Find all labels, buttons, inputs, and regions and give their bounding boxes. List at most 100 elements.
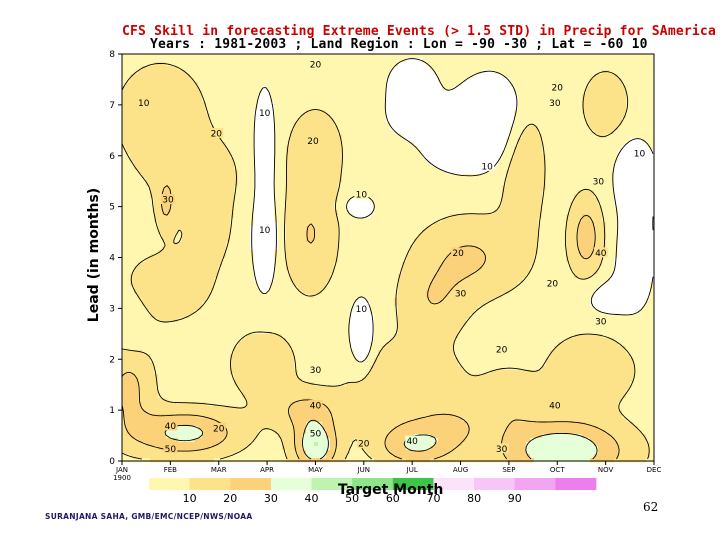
field-cell: [290, 198, 295, 203]
field-cell: [270, 238, 275, 243]
field-cell: [242, 346, 247, 351]
field-cell: [274, 162, 279, 167]
field-cell: [246, 326, 251, 331]
field-cell: [130, 458, 135, 463]
field-cell: [246, 198, 251, 203]
field-cell: [142, 182, 147, 187]
field-cell: [246, 134, 251, 139]
field-cell: [206, 94, 211, 99]
field-cell: [122, 78, 127, 83]
field-cell: [126, 126, 131, 131]
field-cell: [258, 398, 263, 403]
field-cell: [270, 310, 275, 315]
field-cell: [166, 58, 171, 63]
field-cell: [306, 186, 311, 191]
field-cell: [162, 138, 167, 143]
field-cell: [230, 186, 235, 191]
field-cell: [254, 266, 259, 271]
field-cell: [198, 62, 203, 67]
field-cell: [126, 90, 131, 95]
field-cell: [302, 306, 307, 311]
field-cell: [254, 86, 259, 91]
field-cell: [198, 158, 203, 163]
field-cell: [214, 318, 219, 323]
field-cell: [170, 358, 175, 363]
field-cell: [226, 130, 231, 135]
field-cell: [182, 138, 187, 143]
field-cell: [266, 454, 271, 459]
field-cell: [218, 222, 223, 227]
field-cell: [174, 370, 179, 375]
field-cell: [222, 354, 227, 359]
field-cell: [158, 218, 163, 223]
field-cell: [198, 386, 203, 391]
field-cell: [274, 186, 279, 191]
field-cell: [194, 362, 199, 367]
field-cell: [278, 354, 283, 359]
field-cell: [218, 138, 223, 143]
field-cell: [178, 114, 183, 119]
field-cell: [130, 378, 135, 383]
field-cell: [282, 158, 287, 163]
field-cell: [194, 162, 199, 167]
field-cell: [174, 282, 179, 287]
field-cell: [130, 98, 135, 103]
field-cell: [238, 278, 243, 283]
field-cell: [266, 306, 271, 311]
field-cell: [186, 110, 191, 115]
field-cell: [274, 122, 279, 127]
field-cell: [142, 78, 147, 83]
field-cell: [210, 170, 215, 175]
field-cell: [122, 386, 127, 391]
field-cell: [270, 162, 275, 167]
field-cell: [238, 226, 243, 231]
field-cell: [214, 194, 219, 199]
field-cell: [302, 134, 307, 139]
field-cell: [126, 434, 131, 439]
field-cell: [166, 202, 171, 207]
field-cell: [282, 418, 287, 423]
field-cell: [142, 326, 147, 331]
field-cell: [242, 374, 247, 379]
field-cell: [222, 258, 227, 263]
field-cell: [254, 438, 259, 443]
field-cell: [270, 170, 275, 175]
field-cell: [282, 186, 287, 191]
field-cell: [166, 278, 171, 283]
field-cell: [282, 290, 287, 295]
field-cell: [226, 398, 231, 403]
field-cell: [202, 130, 207, 135]
field-cell: [170, 142, 175, 147]
field-cell: [166, 306, 171, 311]
field-cell: [286, 110, 291, 115]
field-cell: [150, 82, 155, 87]
field-cell: [238, 74, 243, 79]
field-cell: [182, 302, 187, 307]
field-cell: [194, 382, 199, 387]
field-cell: [194, 230, 199, 235]
field-cell: [186, 458, 191, 463]
field-cell: [150, 106, 155, 111]
field-cell: [134, 198, 139, 203]
field-cell: [166, 374, 171, 379]
field-cell: [182, 294, 187, 299]
field-cell: [286, 346, 291, 351]
field-cell: [178, 146, 183, 151]
field-cell: [170, 74, 175, 79]
field-cell: [166, 162, 171, 167]
field-cell: [142, 298, 147, 303]
field-cell: [294, 82, 299, 87]
field-cell: [150, 346, 155, 351]
field-cell: [162, 230, 167, 235]
field-cell: [142, 154, 147, 159]
field-cell: [270, 234, 275, 239]
field-cell: [222, 418, 227, 423]
field-cell: [170, 326, 175, 331]
field-cell: [130, 426, 135, 431]
field-cell: [206, 146, 211, 151]
field-cell: [178, 62, 183, 67]
field-cell: [294, 126, 299, 131]
field-cell: [278, 250, 283, 255]
field-cell: [214, 186, 219, 191]
field-cell: [210, 190, 215, 195]
